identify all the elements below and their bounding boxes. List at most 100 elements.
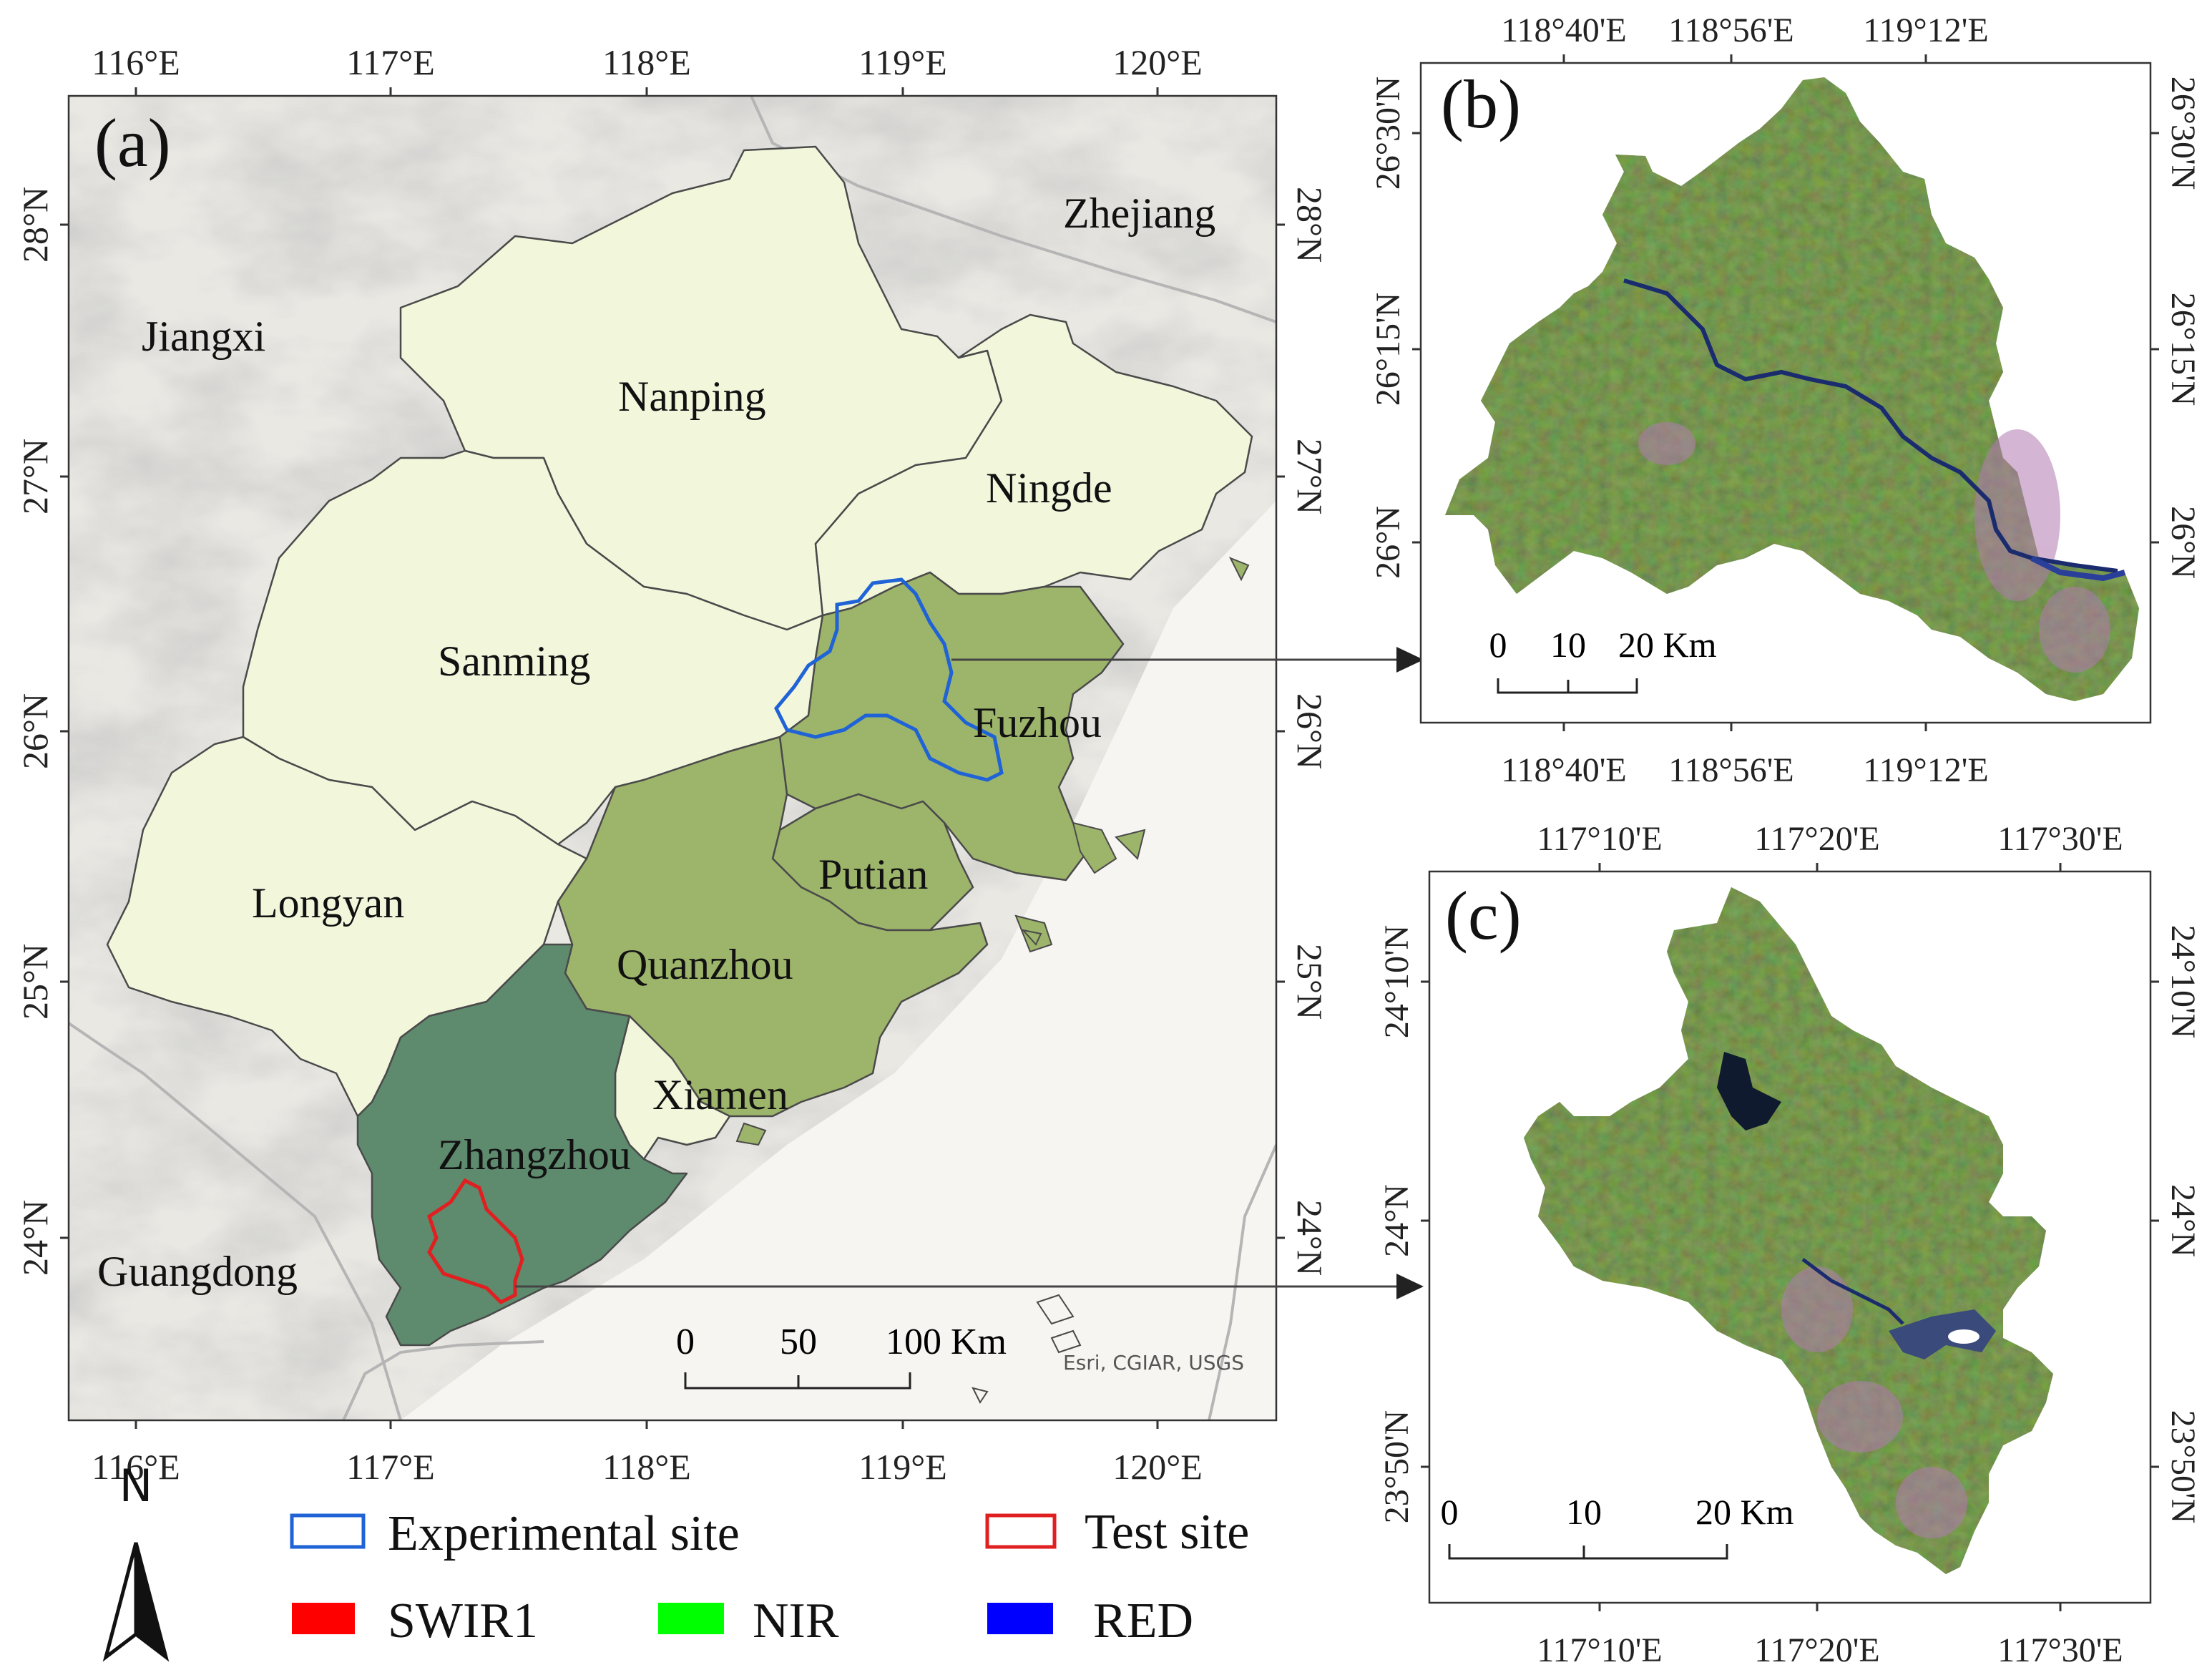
panel-b-ticks: 118°40'E 118°40'E 118°56'E 118°56'E 119°12'E… [1369,11,2202,789]
north-arrow-letter: N [119,1460,152,1512]
panel-b-lat-right-0: 26°30'N [2164,77,2202,190]
panel-a-lon-top-1: 117°E [346,42,435,82]
panel-b-lon-top-1: 118°56'E [1668,11,1793,49]
legend-experimental-swatch [290,1513,366,1549]
north-arrow-right [134,1542,170,1662]
estuary [1889,1309,1996,1359]
label-zhangzhou: Zhangzhou [438,1131,631,1178]
label-jiangxi: Jiangxi [142,313,265,360]
panel-a-lon-top-0: 116°E [92,42,180,82]
label-putian: Putian [818,851,928,898]
river-minjiang [1623,278,2118,573]
panel-a-scale-bar: 0 50 100 Km [676,1322,1007,1390]
legend-swir1-swatch [292,1603,355,1634]
label-ningde: Ningde [986,464,1112,512]
label-fuzhou: Fuzhou [973,699,1102,746]
panel-a-label: (a) [94,104,171,181]
label-nanping: Nanping [618,373,766,420]
panel-c-lat-left-0: 24°10'N [1378,925,1416,1039]
urban-patches-c [1781,1266,1967,1538]
label-zhejiang: Zhejiang [1063,190,1215,237]
panel-b-lat-left-0: 26°30'N [1369,77,1407,190]
legend-test-swatch [985,1513,1057,1549]
panel-a-lon-top-4: 120°E [1112,42,1203,82]
panel-a-lon-top-2: 118°E [602,42,691,82]
region-ningde [814,313,1253,617]
legend-red-label: RED [1093,1593,1193,1649]
panel-a-lat-left-2: 26°N [15,693,55,769]
scale-c-0: 0 [1441,1492,1459,1532]
panel-a-lon-top-3: 119°E [858,42,947,82]
panel-b-lat-left-1: 26°15'N [1369,293,1407,406]
panel-c-lat-right-1: 24°N [2164,1184,2202,1257]
province-boundary-guangdong [69,1022,402,1420]
label-sanming: Sanming [438,638,590,685]
test-site-texture [1524,887,2053,1574]
sea-area [401,501,1276,1420]
urban-patches-b [1638,422,2110,673]
panel-b-map: 118°40'E 118°40'E 118°56'E 118°56'E 119°12'E… [1369,11,2202,789]
estuary-island [1948,1329,1979,1344]
panel-a-lat-left-0: 28°N [15,187,55,263]
north-arrow: N [102,1460,170,1662]
panel-c-map: 117°10'E 117°10'E 117°20'E 117°20'E 117°30'E… [1378,820,2202,1665]
panel-c-ticks: 117°10'E 117°10'E 117°20'E 117°20'E 117°30'E… [1378,820,2202,1665]
panel-c-scale-bar: 0 10 20 Km [1441,1492,1794,1560]
offshore-islands [972,929,1082,1404]
panel-b-lat-right-1: 26°15'N [2164,293,2202,406]
experimental-site-outline [774,577,1004,782]
panel-c-lat-left-1: 24°N [1378,1184,1416,1257]
scale-a-50: 50 [780,1322,817,1362]
panel-c-lon-bottom-2: 117°30'E [1997,1631,2123,1665]
region-fuzhou [778,571,1125,882]
panel-a-lat-left-3: 25°N [15,944,55,1020]
legend-experimental-label: Experimental site [388,1506,740,1561]
scale-a-100: 100 Km [886,1322,1007,1362]
region-zhangzhou [356,943,688,1347]
legend: Experimental site Test site SWIR1 NIR RE… [290,1505,1249,1649]
panel-b-lon-top-0: 118°40'E [1501,11,1626,49]
coast-guangdong [342,1340,544,1420]
panel-a-lon-bottom-1: 117°E [346,1447,435,1487]
panel-c-lon-top-1: 117°20'E [1754,820,1879,858]
legend-swir1-label: SWIR1 [388,1593,538,1649]
panel-c-lat-right-0: 24°10'N [2164,925,2202,1039]
legend-test-label: Test site [1085,1505,1249,1560]
panel-b-lon-bottom-2: 119°12'E [1863,751,1988,789]
reservoir [1717,1052,1781,1131]
panel-b-label: (b) [1441,66,1521,142]
panel-b-lat-left-2: 26°N [1369,506,1407,579]
scale-b-10: 10 [1550,625,1586,665]
panel-a-lon-bottom-2: 118°E [602,1447,691,1487]
panel-a-lat-right-4: 24°N [1290,1200,1330,1276]
panel-b-lon-bottom-0: 118°40'E [1501,751,1626,789]
panel-a-lat-left-4: 24°N [15,1200,55,1276]
test-site-outline [427,1178,524,1305]
scale-b-0: 0 [1489,625,1507,665]
river-jiulong [1801,1258,1904,1325]
scale-b-20: 20 Km [1618,625,1717,665]
panel-a-map: 116°E 116°E 117°E 117°E 118°E 118°E 119°E 119°E… [15,42,1330,1487]
scale-c-10: 10 [1566,1492,1602,1532]
coastal-islands [735,557,1250,1146]
experimental-site-texture [1445,77,2139,701]
panel-a-lat-right-2: 26°N [1290,693,1330,769]
panel-b-lat-right-2: 26°N [2164,506,2202,579]
panel-c-lon-top-2: 117°30'E [1997,820,2123,858]
label-quanzhou: Quanzhou [617,941,793,988]
panel-a-lat-left-1: 27°N [15,439,55,514]
north-arrow-left [102,1542,138,1662]
legend-nir-swatch [658,1603,724,1634]
label-longyan: Longyan [252,879,404,927]
panel-a-lat-right-3: 25°N [1290,944,1330,1020]
panel-b-lon-top-2: 119°12'E [1863,11,1988,49]
legend-nir-label: NIR [753,1593,839,1649]
province-boundary-east [1208,1144,1276,1420]
panel-c-label: (c) [1445,877,1522,954]
panel-a-lon-bottom-4: 120°E [1112,1447,1203,1487]
panel-c-lat-left-2: 23°50'N [1378,1410,1416,1524]
scale-c-20: 20 Km [1695,1492,1794,1532]
province-boundary-zhejiang [750,96,1276,323]
panel-c-lon-bottom-1: 117°20'E [1754,1631,1879,1665]
